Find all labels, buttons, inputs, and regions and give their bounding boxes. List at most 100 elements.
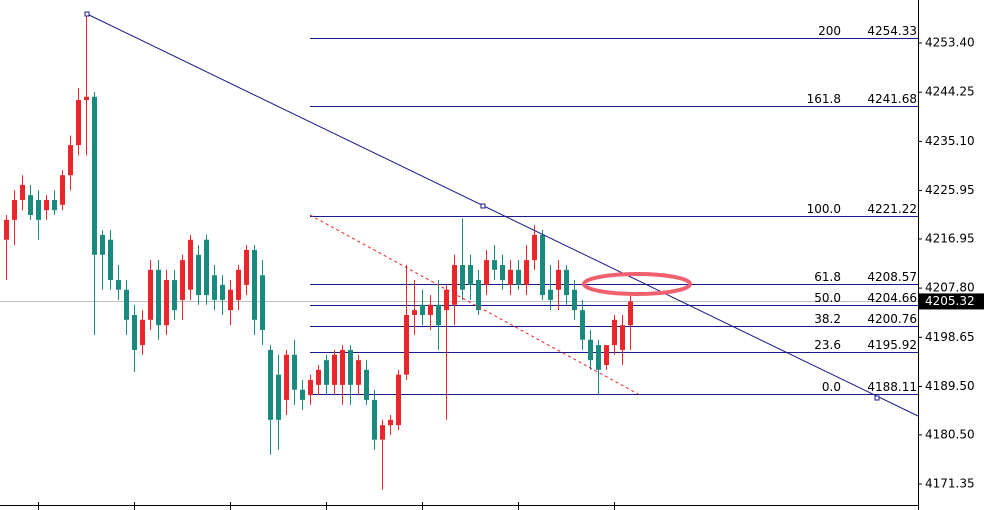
candle-body xyxy=(404,314,409,375)
candle-body xyxy=(324,360,329,385)
candle-body xyxy=(116,280,121,290)
candle-body xyxy=(100,234,105,255)
candle-body xyxy=(380,425,385,440)
candle-body xyxy=(332,354,337,385)
candle-body xyxy=(52,199,57,211)
candle-body xyxy=(428,304,433,315)
candle-body xyxy=(372,399,377,440)
fib-price-label: 4204.66 xyxy=(867,291,917,305)
candle-body xyxy=(396,374,401,426)
candle-body xyxy=(308,380,313,396)
candle-body xyxy=(436,304,441,326)
candle-body xyxy=(228,289,233,311)
y-tick-label: 4207.80 xyxy=(925,281,975,295)
candle-body xyxy=(468,264,473,285)
fib-level-label: 161.8 xyxy=(807,92,841,106)
candle-body xyxy=(164,280,169,326)
candle-body xyxy=(364,369,369,400)
candle-body xyxy=(76,99,81,146)
candle-body xyxy=(508,269,513,285)
candle-body xyxy=(540,234,545,296)
candle-body xyxy=(444,289,449,311)
candle-body xyxy=(172,280,177,311)
fib-price-label: 4188.11 xyxy=(867,380,917,394)
candle-body xyxy=(244,249,249,285)
candle-body xyxy=(220,284,225,300)
fib-level-label: 38.2 xyxy=(814,312,841,326)
candle-body xyxy=(156,269,161,326)
candle-body xyxy=(412,310,417,315)
trend-line xyxy=(86,13,919,417)
candle-body xyxy=(180,260,185,300)
candle-body xyxy=(612,319,617,346)
candle-body xyxy=(300,389,305,400)
candle-body xyxy=(588,339,593,361)
candle-body xyxy=(524,260,529,285)
highlight-ellipse xyxy=(582,272,692,296)
y-tick-label: 4180.50 xyxy=(925,427,975,441)
candle-body xyxy=(140,319,145,346)
y-tick-label: 4253.40 xyxy=(925,36,975,50)
candle-body xyxy=(212,275,217,300)
y-tick-label: 4198.65 xyxy=(925,330,975,344)
candle-body xyxy=(460,264,465,290)
candle-body xyxy=(516,269,521,285)
candle-body xyxy=(36,199,41,220)
candle-body xyxy=(388,419,393,426)
last-price-label: 4205.32 xyxy=(925,294,975,308)
fib-price-label: 4208.57 xyxy=(867,270,917,284)
fib-price-label: 4195.92 xyxy=(867,338,917,352)
plot xyxy=(0,13,918,490)
fib-price-label: 4221.22 xyxy=(867,202,917,216)
candle-body xyxy=(596,345,601,370)
y-tick-label: 4244.25 xyxy=(925,85,975,99)
candle-body xyxy=(84,96,89,100)
candle-body xyxy=(44,199,49,211)
candle-body xyxy=(316,369,321,385)
time-ticks xyxy=(38,502,615,510)
candle-body xyxy=(252,249,257,320)
candle-body xyxy=(604,345,609,365)
candle-body xyxy=(356,360,361,385)
y-tick-label: 4235.10 xyxy=(925,134,975,148)
candle-body xyxy=(4,219,9,240)
fib-price-label: 4241.68 xyxy=(867,92,917,106)
fib-price-label: 4200.76 xyxy=(867,312,917,326)
trend-point xyxy=(480,203,486,209)
candle-body xyxy=(572,289,577,311)
candle-body xyxy=(628,301,633,326)
candle-body xyxy=(420,304,425,315)
candle-body xyxy=(196,254,201,296)
candle-body xyxy=(292,354,297,390)
candle-body xyxy=(492,260,497,270)
fib-level-label: 100.0 xyxy=(807,202,841,216)
candle-body xyxy=(20,184,25,200)
candle-body xyxy=(188,239,193,290)
last-price-box xyxy=(919,293,984,310)
fib-level-label: 50.0 xyxy=(814,291,841,305)
candle-body xyxy=(284,354,289,400)
candle-body xyxy=(548,289,553,300)
candle-body xyxy=(108,239,113,281)
candle-body xyxy=(148,269,153,320)
candle-body xyxy=(476,280,481,311)
candle-body xyxy=(132,314,137,350)
candle-body xyxy=(532,234,537,261)
candle-body xyxy=(580,310,585,340)
candle-body xyxy=(484,260,489,285)
fib-level-label: 61.8 xyxy=(814,270,841,284)
y-tick-label: 4225.95 xyxy=(925,183,975,197)
candle-body xyxy=(260,275,265,331)
y-tick-label: 4189.50 xyxy=(925,379,975,393)
candle-body xyxy=(348,349,353,385)
candle-body xyxy=(12,199,17,220)
candle-body xyxy=(124,289,129,320)
fib-price-label: 4254.33 xyxy=(867,24,917,38)
fib-base-line xyxy=(309,214,641,396)
candle-body xyxy=(564,269,569,296)
candle-body xyxy=(556,269,561,290)
fib-level-label: 0.0 xyxy=(822,380,841,394)
trend-point xyxy=(84,11,90,17)
